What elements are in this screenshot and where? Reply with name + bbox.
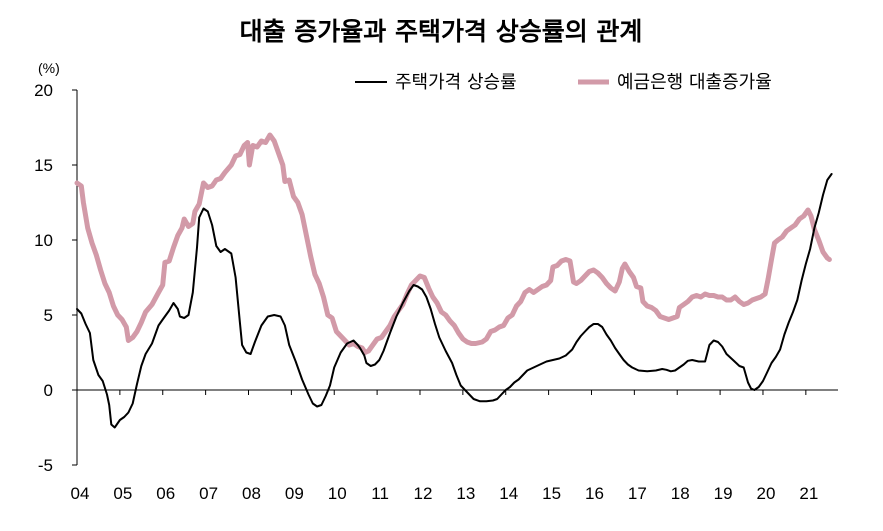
x-tick-label: 15 (542, 484, 561, 503)
series-lines (74, 132, 833, 429)
x-tick-label: 06 (156, 484, 175, 503)
y-tick-label: 15 (34, 156, 53, 175)
x-tick-label: 09 (285, 484, 304, 503)
y-tick-label: 5 (44, 306, 53, 325)
x-tick-labels: 04 05 06 07 08 09 10 11 12 13 14 15 16 17 18 19 20 21 (71, 390, 818, 503)
legend-label-housing-price: 주택가격 상승률 (395, 72, 517, 93)
series-line-bank-loan (74, 132, 832, 355)
axes (76, 90, 838, 465)
x-tick-label: 04 (71, 484, 90, 503)
y-tick-label: 10 (34, 231, 53, 250)
y-tick-label: 0 (44, 381, 53, 400)
chart-title: 대출 증가율과 주택가격 상승률의 관계 (240, 17, 643, 46)
x-tick-label: 17 (628, 484, 647, 503)
x-tick-label: 20 (757, 484, 776, 503)
legend: 주택가격 상승률 예금은행 대출증가율 (355, 72, 772, 93)
y-tick-label: -5 (38, 456, 53, 475)
x-tick-label: 08 (242, 484, 261, 503)
y-axis-unit: (%) (38, 60, 60, 76)
y-tick-labels: 20 15 10 5 0 -5 (34, 81, 77, 475)
x-tick-label: 10 (328, 484, 347, 503)
series-line-housing-price (76, 173, 833, 429)
x-tick-label: 16 (585, 484, 604, 503)
x-tick-label: 07 (199, 484, 218, 503)
x-tick-label: 11 (371, 484, 389, 503)
x-tick-label: 05 (113, 484, 132, 503)
x-tick-label: 14 (499, 484, 518, 503)
y-tick-label: 20 (34, 81, 53, 100)
x-tick-label: 21 (799, 484, 818, 503)
legend-label-bank-loan: 예금은행 대출증가율 (617, 72, 772, 93)
x-tick-label: 13 (456, 484, 475, 503)
x-tick-label: 18 (671, 484, 690, 503)
x-tick-label: 19 (714, 484, 733, 503)
x-tick-label: 12 (414, 484, 433, 503)
